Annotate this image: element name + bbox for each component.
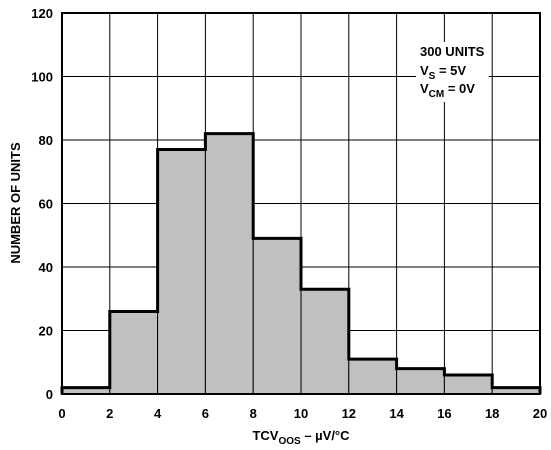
y-tick-label: 40 [39, 260, 53, 275]
histogram-bar [348, 358, 398, 395]
y-tick-label: 0 [46, 387, 53, 402]
x-tick-label: 2 [106, 406, 113, 421]
y-tick-label: 80 [39, 133, 53, 148]
histogram-bar [443, 374, 493, 395]
x-tick-label: 20 [533, 406, 547, 421]
annotation-line2: VS = 5V [420, 63, 466, 82]
annotation-line1: 300 UNITS [420, 44, 485, 59]
y-tick-labels: 0 20 40 60 80 100 120 [31, 6, 53, 402]
y-tick-label: 20 [39, 324, 53, 339]
x-tick-label: 0 [58, 406, 65, 421]
x-tick-label: 16 [437, 406, 451, 421]
x-tick-label: 8 [250, 406, 257, 421]
histogram-bar [157, 149, 206, 395]
histogram-bar [396, 368, 445, 395]
histogram-bar [300, 288, 350, 395]
annotation-line3: VCM = 0V [420, 81, 475, 100]
x-tick-label: 12 [342, 406, 356, 421]
histogram-bar [109, 310, 159, 395]
y-tick-label: 100 [31, 70, 53, 85]
annotation-background [416, 42, 489, 102]
y-tick-label: 60 [39, 197, 53, 212]
x-tick-label: 6 [202, 406, 209, 421]
histogram-outline [60, 132, 542, 394]
x-tick-labels: 0 2 4 6 8 10 12 14 16 18 20 [58, 406, 547, 421]
y-tick-label: 120 [31, 6, 53, 21]
histogram-bar [204, 133, 254, 395]
x-tick-label: 14 [389, 406, 404, 421]
y-axis-label: NUMBER OF UNITS [8, 142, 23, 264]
x-axis-label: TCVOOS – µV/°C [252, 428, 350, 447]
x-tick-label: 18 [485, 406, 499, 421]
plot-frame [61, 12, 541, 395]
histogram-bar [252, 237, 302, 395]
x-tick-label: 10 [294, 406, 308, 421]
x-tick-label: 4 [154, 406, 162, 421]
